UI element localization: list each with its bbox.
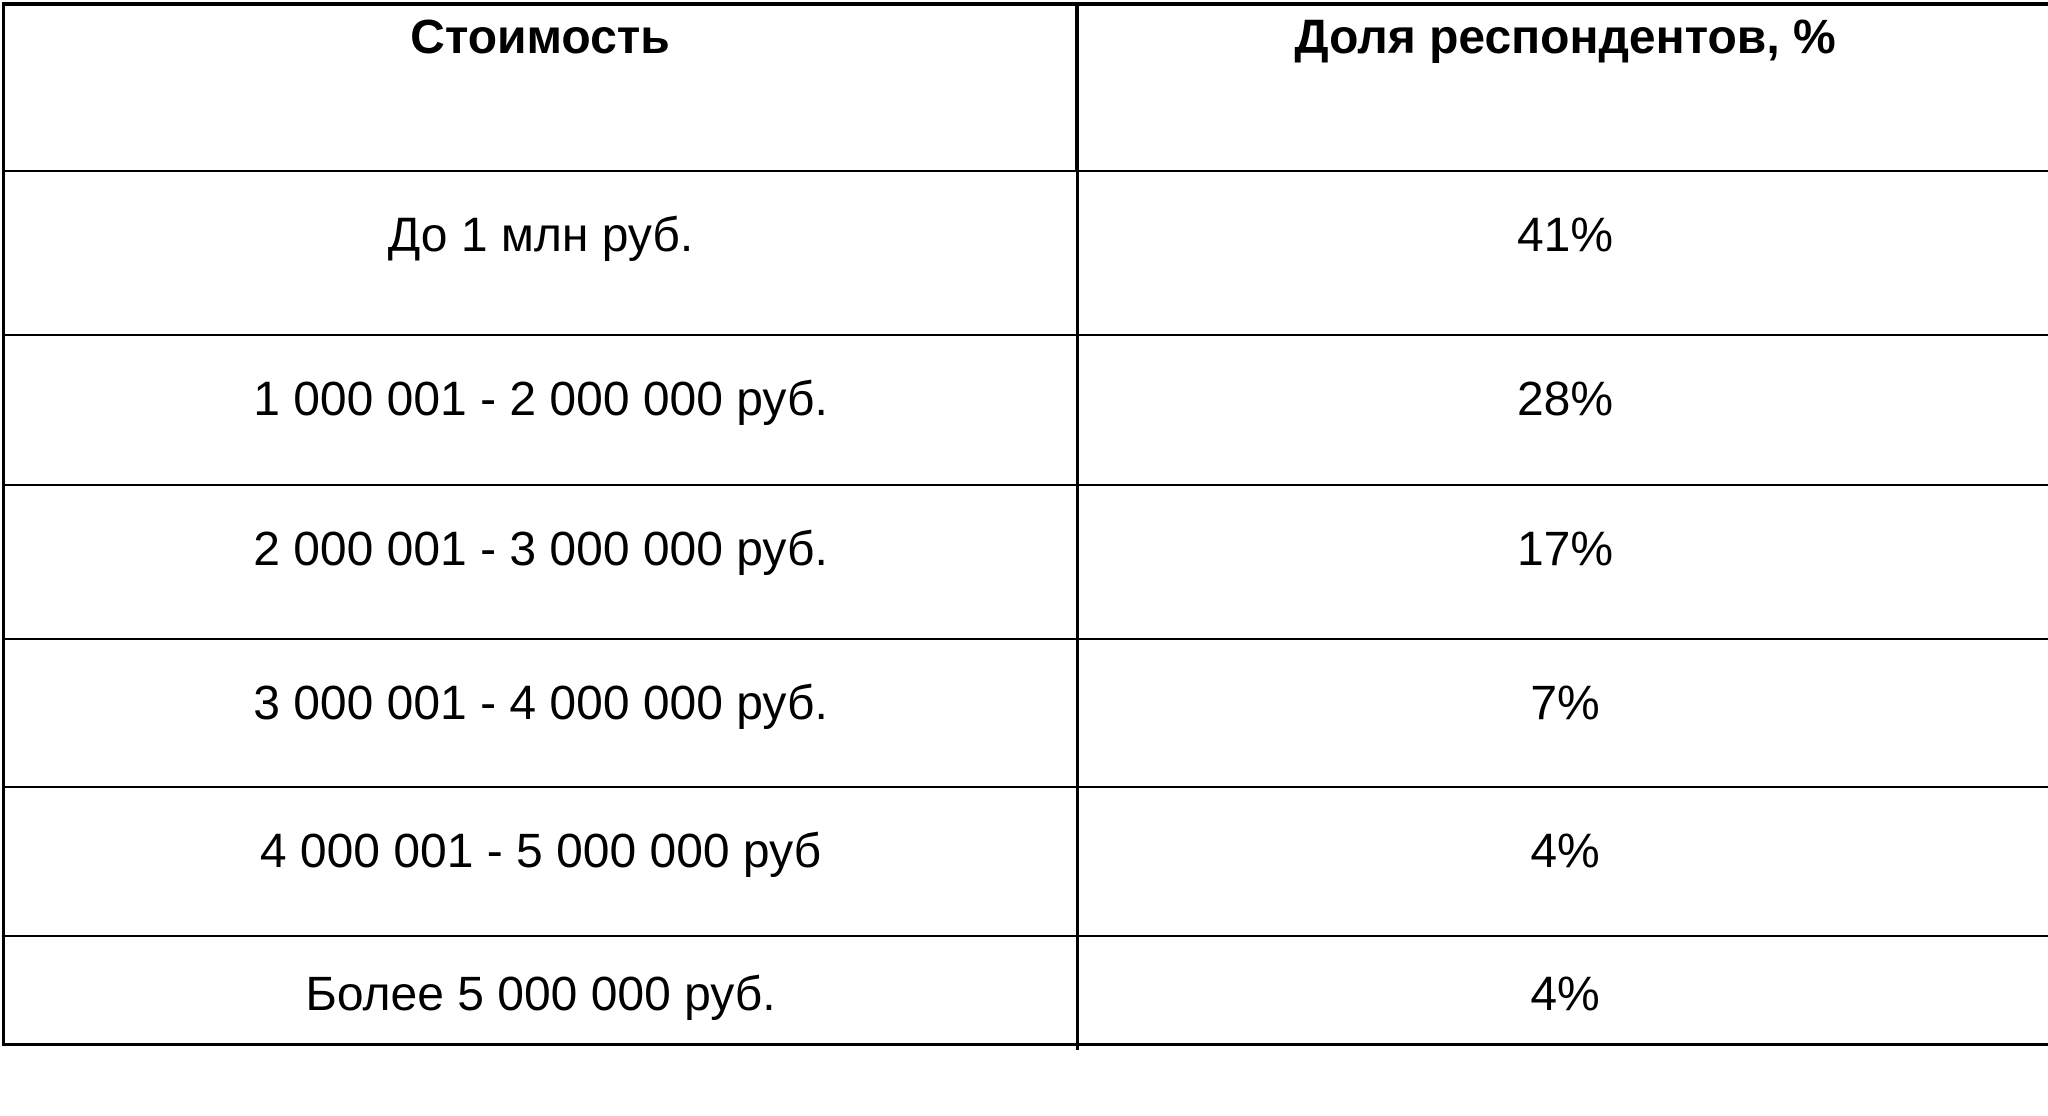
row-1-cost: До 1 млн руб. xyxy=(5,172,1079,336)
row-6-cost: Более 5 000 000 руб. xyxy=(5,937,1079,1050)
row-2-share: 28% xyxy=(1079,336,2048,486)
row-6-share: 4% xyxy=(1530,968,1600,1021)
row-5-cost: 4 000 001 - 5 000 000 руб xyxy=(5,788,1079,937)
row-1-share: 41% xyxy=(1079,172,2048,336)
row-3-cost: 2 000 001 - 3 000 000 руб. xyxy=(5,486,1079,640)
row-4-share: 7% xyxy=(1079,640,2048,788)
row-2-cost: 1 000 001 - 2 000 000 руб. xyxy=(5,336,1079,486)
row-5-share: 4% xyxy=(1079,788,2048,937)
row-3-share: 17% xyxy=(1079,486,2048,640)
header-share: Доля респондентов, % xyxy=(1079,6,2048,172)
row-4-cost: 3 000 001 - 4 000 000 руб. xyxy=(5,640,1079,788)
price-distribution-table: Стоимость Доля респондентов, % До 1 млн … xyxy=(2,2,2048,1050)
header-cost: Стоимость xyxy=(5,6,1079,172)
